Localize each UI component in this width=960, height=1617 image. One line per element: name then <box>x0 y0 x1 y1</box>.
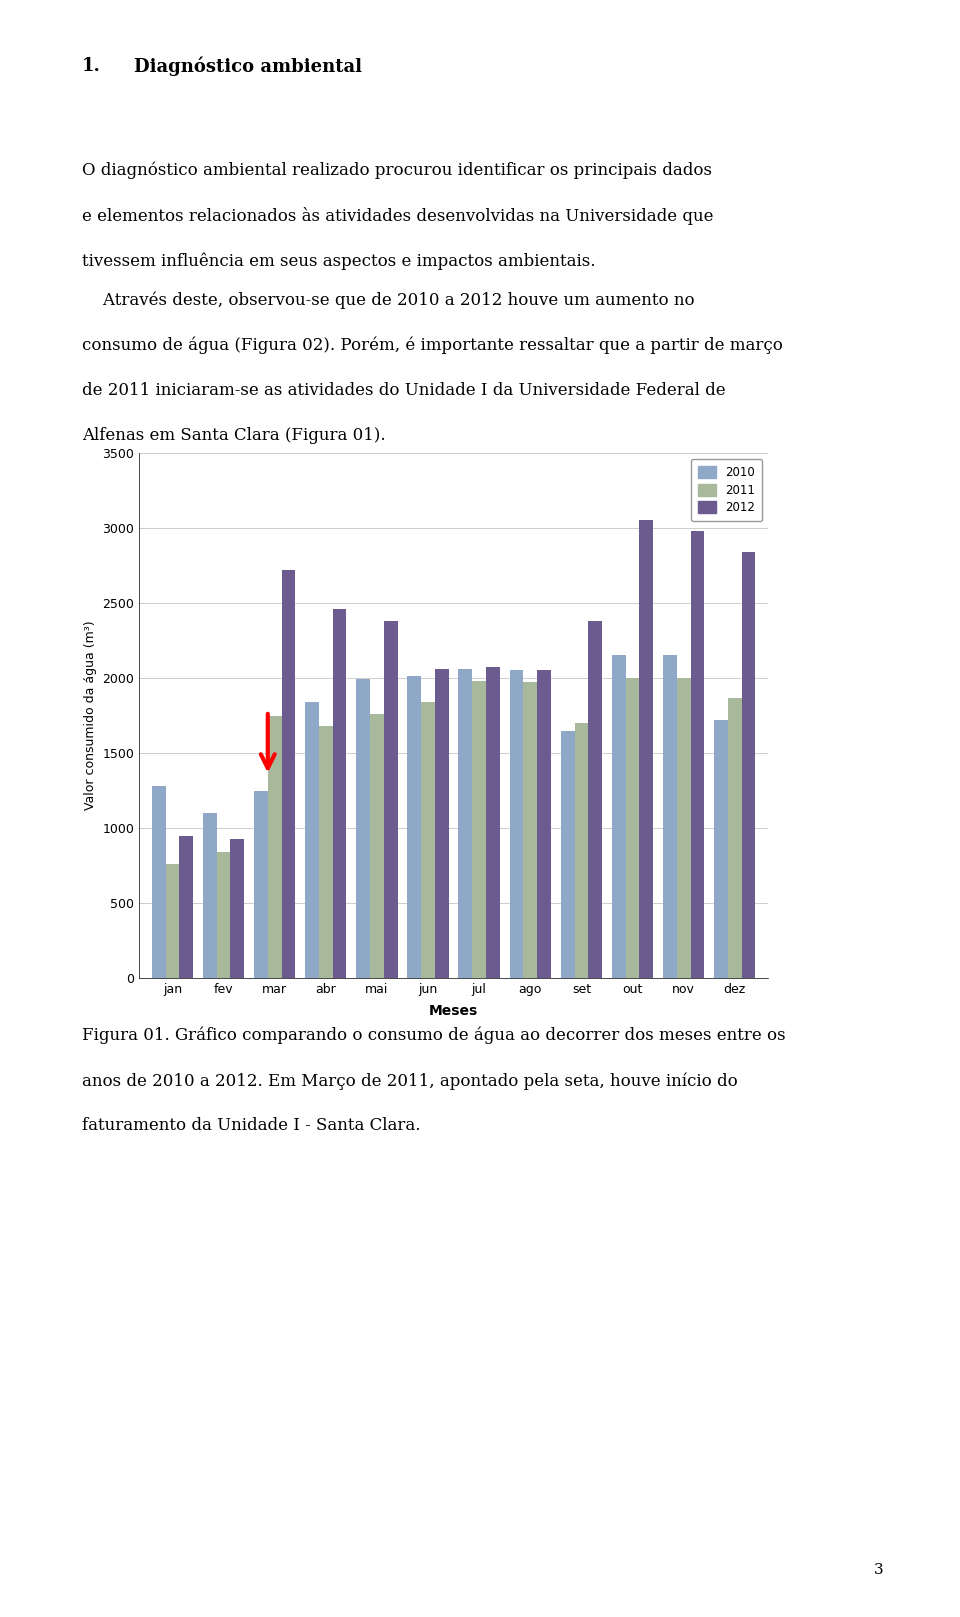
Bar <box>486 668 500 978</box>
Legend: 2010, 2011, 2012: 2010, 2011, 2012 <box>691 459 762 521</box>
Text: O diagnóstico ambiental realizado procurou identificar os principais dados: O diagnóstico ambiental realizado procur… <box>82 162 711 179</box>
Text: Figura 01. Gráfico comparando o consumo de água ao decorrer dos meses entre os: Figura 01. Gráfico comparando o consumo … <box>82 1027 785 1045</box>
Bar <box>626 678 639 978</box>
Bar <box>639 521 653 978</box>
X-axis label: Meses: Meses <box>429 1004 478 1019</box>
Text: Através deste, observou-se que de 2010 a 2012 houve um aumento no: Através deste, observou-se que de 2010 a… <box>82 291 694 309</box>
Bar <box>152 786 165 978</box>
Bar <box>459 669 472 978</box>
Bar <box>588 621 602 978</box>
Bar <box>333 610 347 978</box>
Bar <box>561 731 574 978</box>
Text: 1.: 1. <box>82 57 101 74</box>
Text: anos de 2010 a 2012. Em Março de 2011, apontado pela seta, houve início do: anos de 2010 a 2012. Em Março de 2011, a… <box>82 1072 737 1090</box>
Bar <box>690 530 705 978</box>
Bar <box>407 676 421 978</box>
Bar <box>165 863 180 978</box>
Text: e elementos relacionados às atividades desenvolvidas na Universidade que: e elementos relacionados às atividades d… <box>82 207 713 225</box>
Bar <box>203 813 217 978</box>
Bar <box>230 839 244 978</box>
Text: 3: 3 <box>874 1562 883 1577</box>
Bar <box>510 671 523 978</box>
Bar <box>268 715 281 978</box>
Bar <box>370 715 384 978</box>
Bar <box>677 678 690 978</box>
Bar <box>421 702 435 978</box>
Bar <box>714 720 728 978</box>
Bar <box>742 551 756 978</box>
Bar <box>472 681 486 978</box>
Bar <box>254 791 268 978</box>
Text: de 2011 iniciaram-se as atividades do Unidade I da Universidade Federal de: de 2011 iniciaram-se as atividades do Un… <box>82 382 725 399</box>
Bar <box>612 655 626 978</box>
Bar <box>217 852 230 978</box>
Bar <box>435 669 448 978</box>
Text: Diagnóstico ambiental: Diagnóstico ambiental <box>134 57 362 76</box>
Y-axis label: Valor consumido da água (m³): Valor consumido da água (m³) <box>84 621 97 810</box>
Bar <box>574 723 588 978</box>
Text: Alfenas em Santa Clara (Figura 01).: Alfenas em Santa Clara (Figura 01). <box>82 427 385 445</box>
Bar <box>538 671 551 978</box>
Bar <box>356 679 370 978</box>
Text: faturamento da Unidade I - Santa Clara.: faturamento da Unidade I - Santa Clara. <box>82 1117 420 1135</box>
Bar <box>180 836 193 978</box>
Bar <box>281 569 296 978</box>
Text: tivessem influência em seus aspectos e impactos ambientais.: tivessem influência em seus aspectos e i… <box>82 252 595 270</box>
Bar <box>663 655 677 978</box>
Text: consumo de água (Figura 02). Porém, é importante ressaltar que a partir de março: consumo de água (Figura 02). Porém, é im… <box>82 336 782 354</box>
Bar <box>523 682 538 978</box>
Bar <box>319 726 333 978</box>
Bar <box>728 697 742 978</box>
Bar <box>384 621 397 978</box>
Bar <box>305 702 319 978</box>
